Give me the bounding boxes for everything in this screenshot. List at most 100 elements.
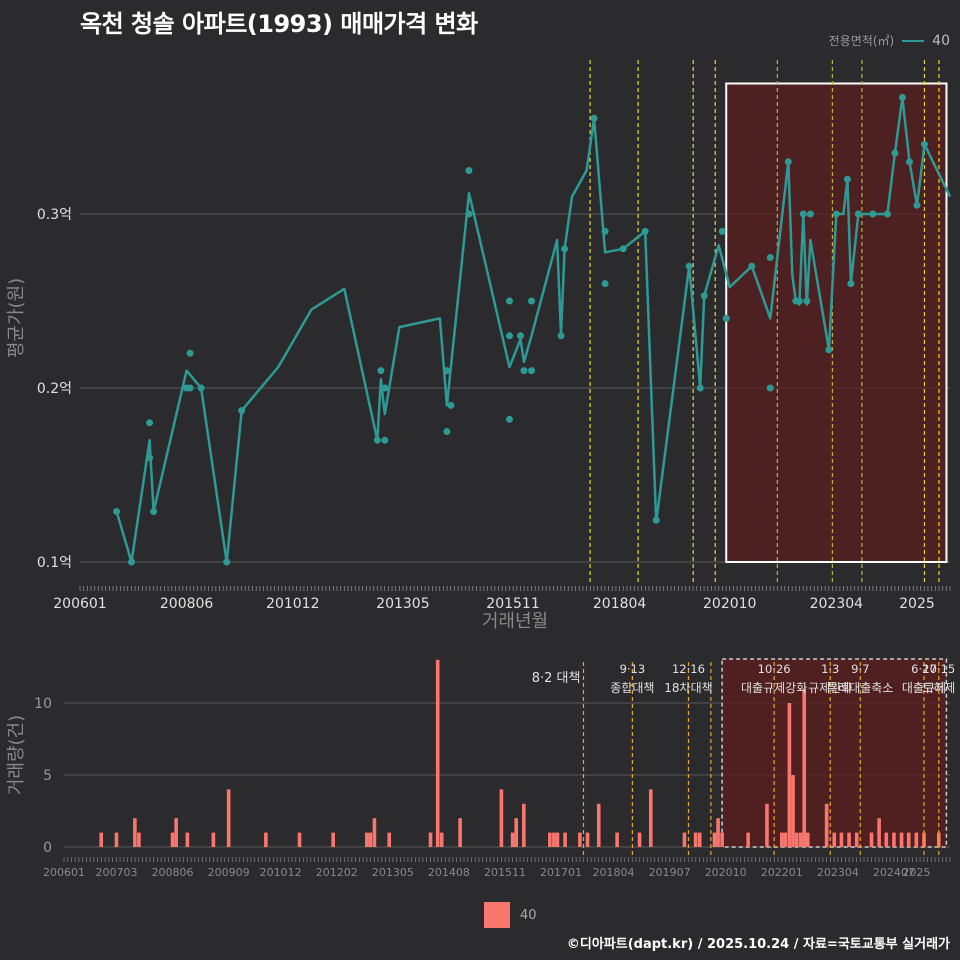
bottom-x-tick-label: 201012	[260, 866, 302, 879]
top-x-tick-label: 200601	[53, 596, 106, 612]
series-40-point	[520, 367, 528, 375]
series-40-point	[784, 158, 792, 166]
series-40-point	[795, 297, 803, 305]
legend-top: 전용면적(㎡) 40	[829, 32, 950, 49]
chart-title: 옥천 청솔 아파트(1993) 매매가격 변화	[80, 10, 478, 38]
series-40-point	[146, 419, 154, 427]
top-x-tick-label: 201305	[376, 596, 429, 612]
series-40-point	[377, 367, 385, 375]
series-40-bar	[331, 832, 335, 847]
series-40-bar	[133, 818, 137, 847]
series-40-bar	[697, 832, 702, 847]
series-40-point	[197, 384, 205, 392]
series-40-point	[561, 245, 569, 253]
series-40-bar	[578, 832, 582, 847]
series-40-bar	[794, 832, 799, 847]
series-40-point	[528, 367, 536, 375]
policy-annotation-date: 6·27	[911, 662, 937, 676]
series-40-bar	[765, 803, 769, 847]
series-40-point	[619, 245, 627, 253]
bottom-x-tick-label: 202407	[873, 866, 915, 879]
series-40-point	[799, 210, 807, 218]
series-40-point	[150, 508, 158, 516]
series-40-bar	[783, 832, 788, 847]
series-40-bar	[847, 832, 851, 847]
bottom-x-tick-label: 201701	[540, 866, 582, 879]
series-40-bar	[563, 832, 567, 847]
series-40-point	[223, 558, 231, 566]
series-40-point	[766, 384, 774, 392]
top-y-tick-label: 0.1억	[37, 555, 72, 571]
series-40-point	[766, 254, 774, 261]
series-40-bar	[615, 832, 619, 847]
series-40-point	[443, 367, 451, 375]
series-40-bar	[884, 832, 889, 847]
series-40-bar	[435, 659, 440, 847]
series-40-bar	[548, 832, 552, 847]
bottom-y-tick-label: 0	[43, 840, 52, 856]
series-40-bar	[839, 832, 844, 847]
bottom-x-tick-label: 202201	[761, 866, 803, 879]
bottom-x-tick-label: 201511	[484, 866, 526, 879]
series-40-point	[696, 384, 704, 392]
series-40-point	[505, 332, 513, 340]
series-40-point	[505, 297, 513, 305]
policy-annotation-date: 10·26	[758, 662, 791, 676]
series-40-bar	[458, 818, 462, 847]
series-40-bar	[899, 832, 904, 847]
series-40-bar	[791, 775, 795, 847]
series-40-point	[832, 210, 840, 218]
series-40-point	[883, 210, 891, 218]
series-40-bar	[522, 803, 526, 847]
footer-credit: ©디아파트(dapt.kr) / 2025.10.24 / 자료=국토교통부 실…	[566, 937, 950, 952]
series-40-bar	[137, 832, 141, 847]
series-40-point	[443, 428, 451, 435]
top-x-tick-label: 202010	[703, 596, 756, 612]
series-40-point	[891, 149, 899, 157]
bottom-x-tick-label: 200806	[152, 866, 194, 879]
legend-bottom: 40	[484, 902, 537, 928]
series-40-bar	[746, 832, 750, 847]
top-x-tick-label: 201804	[593, 596, 647, 612]
bottom-x-tick-label: 2025	[902, 866, 930, 879]
bottom-y-tick-label: 5	[43, 768, 52, 784]
top-y-tick-label: 0.3억	[37, 207, 72, 223]
series-40-bar	[716, 818, 720, 847]
series-40-bar	[114, 832, 119, 847]
series-40-line	[115, 96, 952, 564]
series-40-point	[557, 332, 565, 340]
series-40-point	[748, 262, 756, 270]
series-40-bar	[805, 832, 810, 847]
legend-top-label: 40	[932, 32, 950, 49]
bottom-x-tick-label: 201804	[593, 866, 635, 879]
series-40-bar	[555, 832, 560, 847]
top-x-axis-title: 거래년월	[482, 611, 548, 632]
series-40-bar	[585, 832, 590, 847]
series-40-bar	[211, 832, 216, 847]
series-40-point	[869, 210, 877, 218]
series-40-bar	[174, 818, 178, 847]
bottom-x-tick-label: 202304	[817, 866, 859, 879]
series-40-point	[685, 262, 693, 270]
series-40-point	[465, 210, 473, 218]
top-highlight-box	[725, 82, 948, 563]
policy-annotation-date: 10·15	[922, 662, 955, 676]
series-40-point	[913, 201, 921, 209]
series-40-bar	[854, 832, 859, 847]
top-y-tick-label: 0.2억	[37, 381, 72, 397]
top-x-tick-label: 201012	[266, 596, 319, 612]
policy-annotation-label: 토허제	[922, 681, 955, 695]
series-40-point	[806, 210, 814, 218]
series-40-point	[843, 175, 851, 183]
series-40-bar	[514, 818, 518, 847]
series-40-bar	[787, 703, 792, 847]
policy-annotation-date: 9·13	[620, 662, 646, 676]
series-40-bar	[365, 832, 369, 847]
series-40-bar	[779, 832, 784, 847]
legend-bottom-swatch	[484, 902, 510, 928]
series-40-point	[601, 280, 609, 288]
series-40-bar	[99, 832, 104, 847]
top-x-tick-label: 202304	[810, 596, 864, 612]
bottom-y-tick-label: 10	[34, 696, 52, 712]
